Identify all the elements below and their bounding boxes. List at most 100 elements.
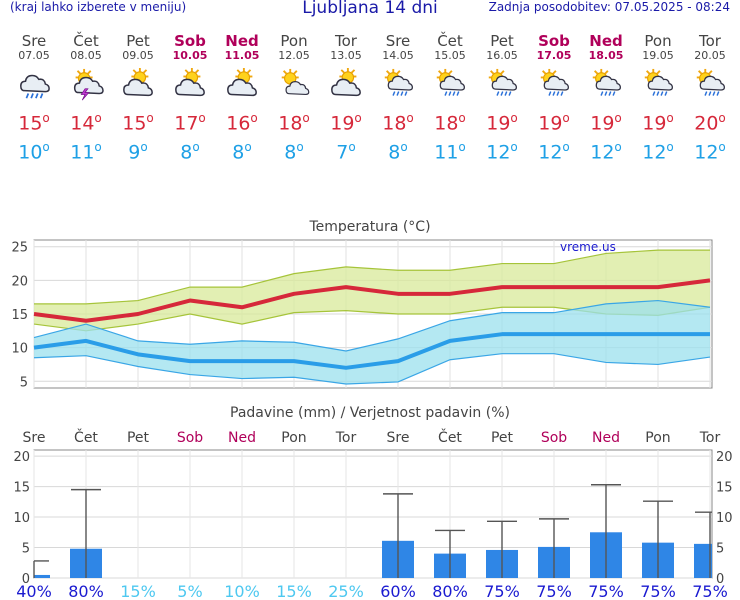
watermark: vreme.us <box>560 240 616 254</box>
day-date: 08.05 <box>70 49 102 62</box>
max-temp: 17o <box>174 111 206 135</box>
y-tick-label: 5 <box>20 375 28 390</box>
day-column: Pet 09.05 15o 9o <box>112 33 164 165</box>
day-column: Sob 10.05 17o 8o <box>164 33 216 165</box>
sun-rain-icon <box>692 68 728 102</box>
day-date: 14.05 <box>382 49 414 62</box>
day-column: Ned 18.05 19o 12o <box>580 33 632 165</box>
max-temp: 19o <box>538 111 570 135</box>
precipitation-chart: Sre Čet Pet Sob Ned Pon Tor Sre Čet Pet Sob Ned Pon T… <box>13 428 733 600</box>
thunder-sun-icon <box>68 68 104 102</box>
probability-label: 75% <box>692 582 728 600</box>
day-column: Čet 08.05 14o 11o <box>60 33 112 165</box>
day-name: Ned <box>589 32 623 50</box>
day-date: 09.05 <box>122 49 154 62</box>
probability-label: 10% <box>224 582 260 600</box>
probability-label: 25% <box>328 582 364 600</box>
x-tick-label: Pet <box>491 430 514 446</box>
day-name: Tor <box>335 32 357 50</box>
band-edge <box>33 299 711 352</box>
min-temp: 12o <box>590 140 622 164</box>
day-name: Sre <box>21 32 47 50</box>
min-temp: 8o <box>232 140 252 164</box>
last-updated: Zadnja posodobitev: 07.05.2025 - 08:24 <box>488 0 730 14</box>
probability-label: 80% <box>68 582 104 600</box>
day-date: 10.05 <box>172 49 208 62</box>
max-temp: 16o <box>226 111 258 135</box>
precipitation-chart-title: Padavine (mm) / Verjetnost padavin (%) <box>230 405 510 421</box>
page-title: Ljubljana 14 dni <box>302 0 438 18</box>
min-temp: 8o <box>284 140 304 164</box>
min-temp: 12o <box>642 140 674 164</box>
day-column: Sre 14.05 18o 8o <box>372 33 424 165</box>
probability-label: 40% <box>16 582 52 600</box>
max-temp: 19o <box>642 111 674 135</box>
max-temp: 18o <box>434 111 466 135</box>
partly-cloudy-icon <box>120 68 156 102</box>
day-name: Pon <box>280 32 308 50</box>
max-temp: 18o <box>382 111 414 135</box>
day-name: Ned <box>225 32 259 50</box>
max-temp: 19o <box>590 111 622 135</box>
menu-hint[interactable]: (kraj lahko izberete v meniju) <box>10 0 187 14</box>
day-date: 17.05 <box>536 49 572 62</box>
max-temp: 20o <box>694 111 726 135</box>
day-date: 15.05 <box>434 49 466 62</box>
sun-rain-icon <box>432 68 468 102</box>
x-tick-label: Tor <box>699 430 721 446</box>
partly-cloudy-icon <box>224 68 260 102</box>
min-temp: 11o <box>434 140 466 164</box>
min-temp: 8o <box>180 140 200 164</box>
probability-label: 80% <box>432 582 468 600</box>
x-tick-label: Ned <box>228 430 256 446</box>
x-tick-label: Sre <box>387 430 410 446</box>
day-name: Pet <box>490 32 514 50</box>
partly-cloudy-icon <box>172 68 208 102</box>
y-tick-label-right: 0 <box>716 572 724 587</box>
day-date: 11.05 <box>224 49 260 62</box>
sun-rain-icon <box>484 68 520 102</box>
x-tick-label: Pet <box>127 430 150 446</box>
day-date: 12.05 <box>278 49 310 62</box>
y-tick-label: 15 <box>13 481 30 496</box>
day-date: 20.05 <box>694 49 726 62</box>
max-temp: 15o <box>122 111 154 135</box>
precip-bar <box>34 574 50 578</box>
day-date: 18.05 <box>588 49 624 62</box>
series-line <box>33 332 710 370</box>
day-column: Pon 12.05 18o 8o <box>268 33 320 165</box>
max-temp: 18o <box>278 111 310 135</box>
y-tick-label-right: 10 <box>716 511 733 526</box>
min-temp: 12o <box>486 140 518 164</box>
day-name: Sre <box>385 32 411 50</box>
sun-cloud-icon <box>276 68 312 102</box>
spread-band <box>34 300 710 384</box>
min-temp: 10o <box>18 140 50 164</box>
day-name: Sob <box>538 32 570 50</box>
day-name: Pon <box>644 32 672 50</box>
y-tick-label: 10 <box>13 511 30 526</box>
partly-cloudy-icon <box>328 68 364 102</box>
probability-label: 15% <box>120 582 156 600</box>
band-edge <box>33 353 711 385</box>
day-date: 16.05 <box>486 49 518 62</box>
y-tick-label-right: 20 <box>716 450 733 465</box>
probability-label: 75% <box>484 582 520 600</box>
day-column: Tor 20.05 20o 12o <box>684 33 736 165</box>
temperature-chart: 5 10 15 20 25 vreme.us <box>11 239 713 390</box>
x-tick-label: Sob <box>541 430 567 446</box>
x-tick-label: Tor <box>335 430 357 446</box>
x-tick-label: Čet <box>74 428 98 446</box>
probability-label: 15% <box>276 582 312 600</box>
day-date: 07.05 <box>18 49 50 62</box>
y-tick-label-right: 5 <box>716 542 724 557</box>
rain-cloud-icon <box>16 68 52 102</box>
y-tick-label-right: 15 <box>716 481 733 496</box>
day-date: 13.05 <box>330 49 362 62</box>
min-temp: 9o <box>128 140 148 164</box>
y-tick-label: 10 <box>11 342 28 357</box>
day-name: Sob <box>174 32 206 50</box>
series-line <box>33 278 711 323</box>
x-tick-label: Pon <box>645 430 670 446</box>
max-temp: 19o <box>330 111 362 135</box>
